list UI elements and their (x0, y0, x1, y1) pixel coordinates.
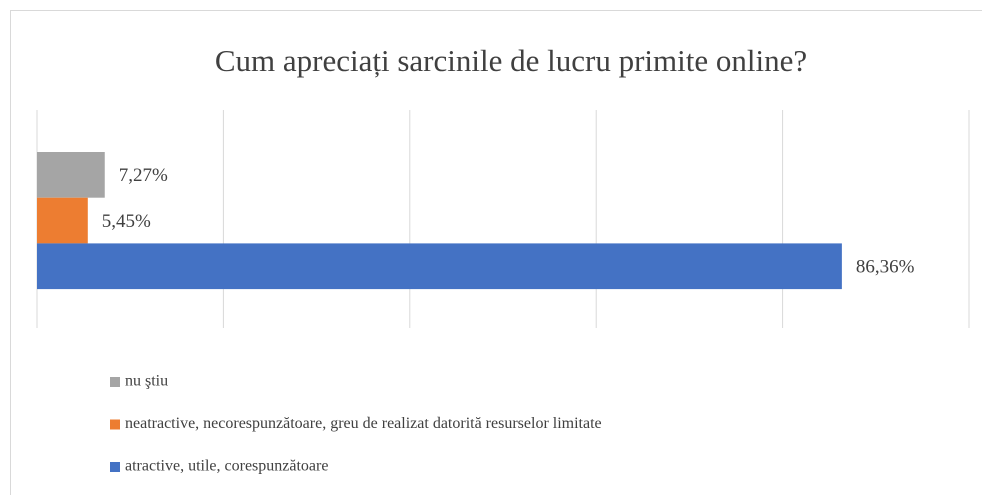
data-label: 5,45% (102, 211, 151, 232)
legend-marker (110, 377, 120, 387)
legend-label: nu ştiu (125, 373, 168, 390)
legend-label: neatractive, necorespunzătoare, greu de … (125, 415, 602, 432)
legend-marker (110, 419, 120, 430)
bar (37, 243, 842, 290)
bar (37, 152, 105, 198)
chart-title: Cum apreciați sarcinile de lucru primite… (215, 43, 807, 78)
legend-label: atractive, utile, corespunzătoare (125, 458, 328, 475)
data-label: 7,27% (119, 165, 168, 186)
data-label: 86,36% (856, 257, 915, 278)
legend-marker (110, 462, 120, 472)
bar (37, 197, 88, 244)
